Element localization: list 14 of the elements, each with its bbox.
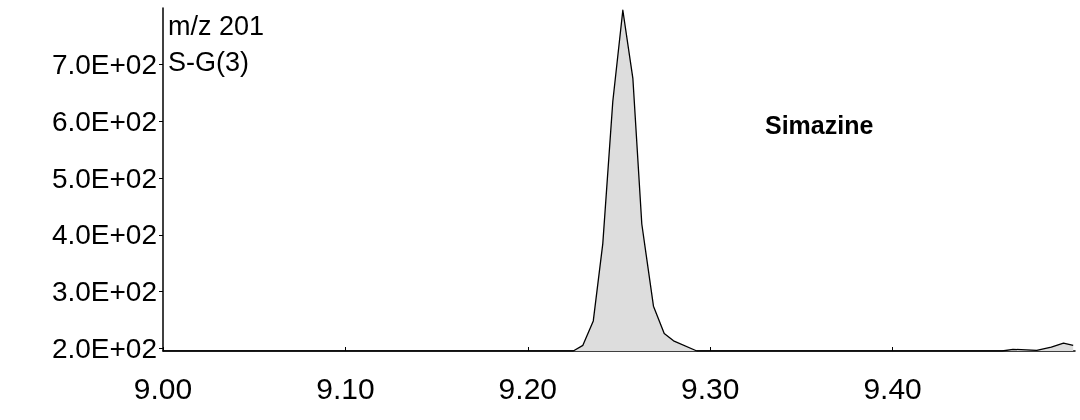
y-tick-label: 4.0E+02 <box>51 219 157 251</box>
y-tick-label: 2.0E+02 <box>51 332 157 364</box>
x-tick-label: 9.10 <box>316 371 375 405</box>
y-tick-label: 7.0E+02 <box>51 49 157 81</box>
x-tick-label: 9.40 <box>863 371 922 405</box>
x-tick-label: 9.20 <box>498 371 557 405</box>
y-tick-label: 5.0E+02 <box>51 162 157 194</box>
annotation: Simazine <box>765 110 874 139</box>
annotation: S-G(3) <box>168 46 249 77</box>
y-tick-label: 6.0E+02 <box>51 105 157 137</box>
x-tick-label: 9.00 <box>133 371 193 405</box>
x-tick-label: 9.30 <box>681 371 740 405</box>
annotation: m/z 201 <box>168 10 265 41</box>
y-tick-label: 3.0E+02 <box>51 275 157 307</box>
